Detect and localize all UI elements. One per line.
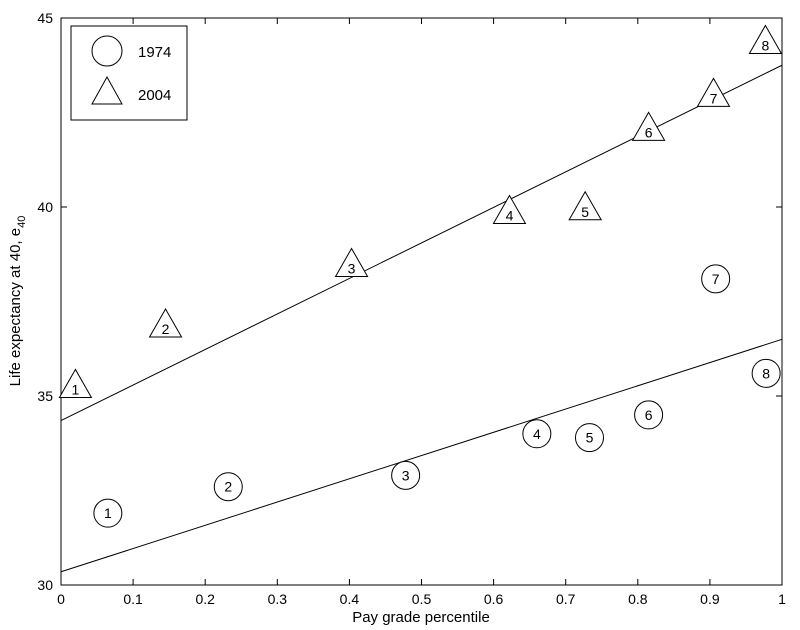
x-tick-label: 0.5: [412, 591, 432, 607]
legend-box: [70, 25, 188, 121]
marker-label: 6: [645, 407, 653, 423]
circle-icon: [93, 498, 123, 528]
marker-label: 4: [533, 426, 541, 442]
marker-label: 7: [710, 90, 718, 106]
x-tick-label: 1: [778, 591, 786, 607]
triangle-marker-2004: 6: [631, 111, 666, 141]
triangle-icon: [696, 77, 731, 107]
legend-label-1974: 1974: [138, 44, 171, 61]
x-tick-label: 0.6: [484, 591, 504, 607]
marker-label: 1: [72, 381, 80, 397]
data-markers: 1 2 3 4 5 6 7 8 1 2 3 4 5 6 7 8: [58, 24, 783, 528]
circle-marker-1974: 3: [391, 460, 421, 490]
triangle-marker-2004: 5: [568, 190, 603, 221]
triangle-icon: [568, 190, 603, 221]
fit-line-2004: [60, 64, 783, 422]
y-axis-label-subscript: 40: [16, 216, 28, 228]
y-axis-label: Life expectancy at 40, e40: [7, 216, 28, 387]
marker-label: 3: [348, 260, 356, 276]
y-tick-label: 45: [37, 10, 53, 26]
fit-lines: [60, 64, 783, 573]
legend-triangle-icon: [91, 75, 123, 105]
triangle-marker-2004: 2: [148, 307, 183, 338]
y-tick-label: 30: [37, 577, 53, 593]
triangle-marker-2004: 3: [334, 247, 369, 277]
circle-icon: [522, 419, 552, 449]
circle-icon: [391, 460, 421, 490]
circle-icon: [634, 400, 664, 430]
circle-marker-1974: 6: [634, 400, 664, 430]
circle-marker-1974: 4: [522, 419, 552, 449]
x-axis: 0 0.1 0.2 0.3 0.4 0.5 0.6 0.7 0.8 0.9 1: [57, 18, 786, 607]
triangle-marker-2004: 4: [492, 194, 527, 225]
triangle-marker-2004: 8: [748, 24, 783, 54]
marker-label: 8: [762, 37, 770, 53]
x-tick-label: 0.7: [556, 591, 576, 607]
legend-circle-icon: [91, 35, 123, 67]
circle-marker-1974: 8: [751, 358, 781, 388]
y-tick-label: 35: [37, 388, 53, 404]
marker-label: 4: [506, 208, 514, 224]
x-tick-label: 0.4: [340, 591, 360, 607]
circle-marker-1974: 1: [93, 498, 123, 528]
circle-marker-1974: 2: [213, 472, 243, 502]
marker-label: 7: [712, 271, 720, 287]
triangle-marker-2004: 7: [696, 77, 731, 107]
x-tick-label: 0.2: [195, 591, 215, 607]
y-axis-label-main: Life expectancy at 40, e: [7, 228, 24, 386]
triangle-icon: [748, 24, 783, 54]
marker-label: 1: [104, 505, 112, 521]
circle-marker-1974: 5: [574, 423, 604, 453]
triangle-marker-2004: 1: [58, 368, 93, 398]
x-tick-label: 0.3: [268, 591, 288, 607]
legend-label-2004: 2004: [138, 87, 171, 104]
circle-icon: [701, 264, 731, 294]
marker-label: 5: [586, 430, 594, 446]
circle-icon: [751, 358, 781, 388]
circle-icon: [574, 423, 604, 453]
marker-label: 2: [162, 321, 170, 337]
x-tick-label: 0.1: [123, 591, 143, 607]
marker-label: 6: [645, 124, 653, 140]
triangle-icon: [492, 194, 527, 225]
triangle-icon: [148, 307, 183, 338]
triangle-icon: [58, 368, 93, 398]
triangle-icon: [334, 247, 369, 277]
x-tick-label: 0.9: [700, 591, 720, 607]
fit-line-1974: [60, 338, 783, 573]
circle-marker-1974: 7: [701, 264, 731, 294]
marker-label: 8: [762, 365, 770, 381]
marker-label: 2: [224, 479, 232, 495]
legend: 1974 2004: [70, 25, 188, 121]
marker-label: 5: [581, 204, 589, 220]
circle-icon: [213, 472, 243, 502]
x-axis-label: Pay grade percentile: [352, 609, 490, 626]
triangle-icon: [631, 111, 666, 141]
y-tick-label: 40: [37, 199, 53, 215]
x-tick-label: 0.8: [628, 591, 648, 607]
marker-label: 3: [402, 467, 410, 483]
x-tick-label: 0: [57, 591, 65, 607]
